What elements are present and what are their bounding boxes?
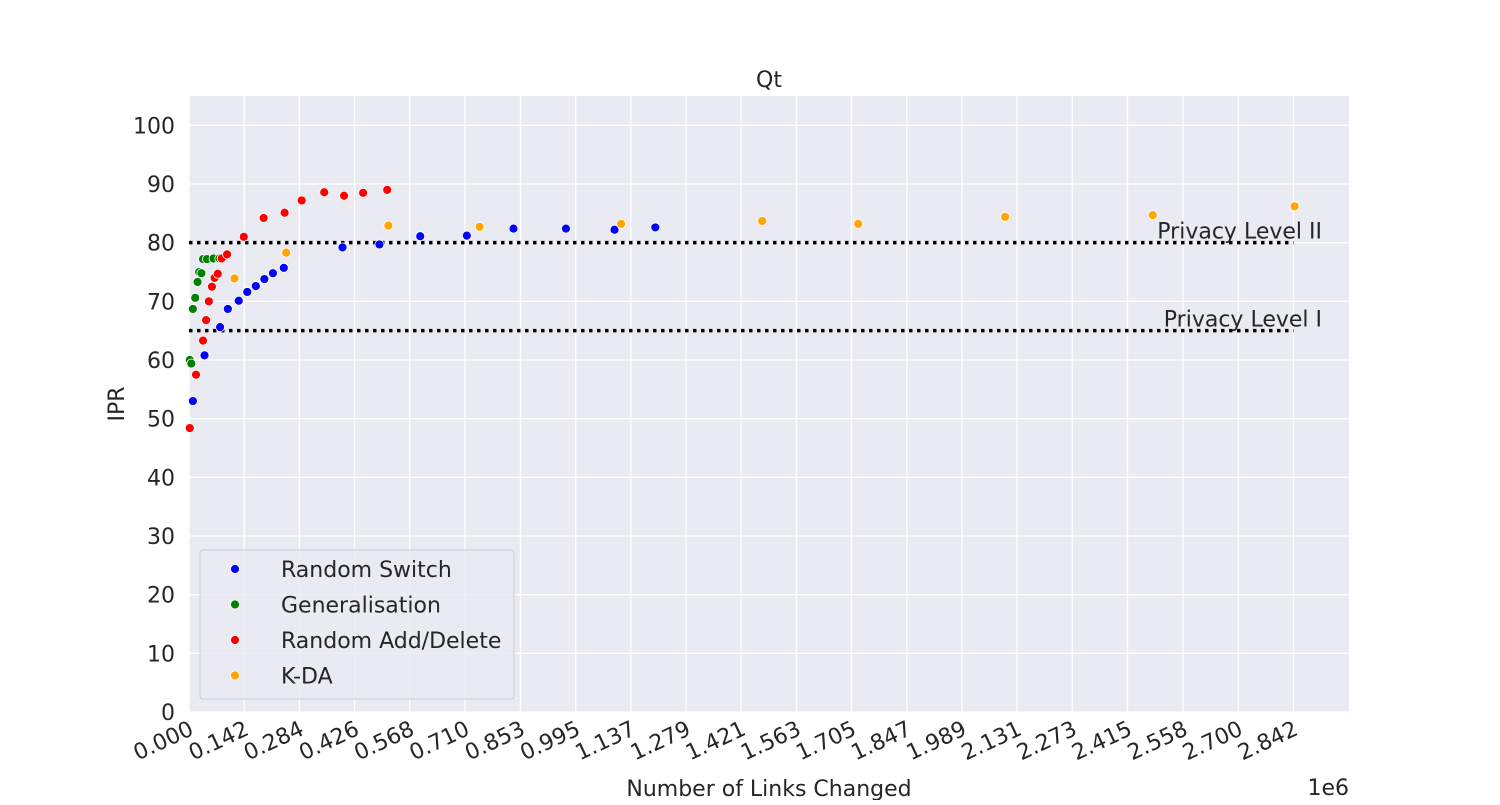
legend-marker xyxy=(230,599,240,610)
data-point xyxy=(198,335,208,346)
data-point xyxy=(229,273,240,284)
data-point xyxy=(1289,201,1300,212)
data-point xyxy=(278,262,289,273)
data-point xyxy=(358,187,368,198)
y-tick-label: 40 xyxy=(147,466,175,491)
legend: Random Switch Generalisation Random Add/De… xyxy=(199,549,515,700)
x-axis-offset-label: 1e6 xyxy=(1307,776,1349,800)
legend-label: K-DA xyxy=(281,665,333,690)
data-point xyxy=(186,358,197,369)
data-point xyxy=(215,322,225,333)
y-tick-label: 0 xyxy=(161,701,175,726)
legend-label: Generalisation xyxy=(281,594,441,619)
data-point xyxy=(296,195,307,206)
data-point xyxy=(474,221,485,232)
data-point xyxy=(609,224,620,235)
y-tick-label: 90 xyxy=(147,173,175,198)
y-tick-label: 70 xyxy=(147,290,175,315)
y-tick-label: 60 xyxy=(147,349,175,374)
y-tick-label: 80 xyxy=(147,232,175,257)
legend-marker xyxy=(230,564,240,574)
legend-marker xyxy=(230,635,240,645)
y-tick-label: 100 xyxy=(133,114,175,139)
data-point xyxy=(222,249,232,260)
data-point xyxy=(339,190,349,201)
data-point xyxy=(1000,211,1010,222)
data-point xyxy=(199,350,210,361)
legend-label: Random Switch xyxy=(281,558,452,583)
data-point xyxy=(650,222,661,233)
y-axis-label: IPR xyxy=(105,386,130,421)
data-point xyxy=(382,184,393,195)
legend-marker xyxy=(230,670,240,681)
reference-lines: Privacy Level II Privacy Level I xyxy=(189,220,1322,333)
data-point xyxy=(508,223,519,234)
legend-frame xyxy=(199,549,515,700)
data-point xyxy=(1147,210,1158,220)
y-tick-label: 30 xyxy=(147,525,175,550)
data-point xyxy=(461,230,472,241)
data-point xyxy=(281,247,292,258)
chart-title: Qt xyxy=(756,68,782,93)
x-tick-label: 2.842 xyxy=(1234,717,1302,766)
data-point xyxy=(203,296,214,307)
data-points xyxy=(184,184,1300,433)
y-tick-label: 50 xyxy=(147,408,175,433)
data-point xyxy=(187,396,198,406)
data-point xyxy=(191,369,201,380)
data-point xyxy=(212,268,223,279)
data-point xyxy=(616,218,627,229)
data-point xyxy=(242,287,253,297)
data-point xyxy=(337,242,348,253)
data-point xyxy=(415,231,426,242)
reference-line-label: Privacy Level I xyxy=(1164,308,1322,333)
x-axis-label: Number of Links Changed xyxy=(626,777,911,800)
data-point xyxy=(374,239,385,250)
data-point xyxy=(190,292,201,303)
y-tick-label: 20 xyxy=(147,584,175,609)
data-point xyxy=(853,218,864,229)
data-point xyxy=(383,220,394,231)
data-point xyxy=(196,268,207,279)
legend-label: Random Add/Delete xyxy=(281,629,501,654)
data-point xyxy=(268,268,278,279)
data-point xyxy=(258,213,269,223)
data-point xyxy=(184,423,195,433)
data-point xyxy=(250,281,261,291)
data-point xyxy=(192,277,203,287)
data-point xyxy=(187,304,198,314)
data-point xyxy=(757,216,768,226)
data-point xyxy=(238,231,249,242)
data-point xyxy=(561,223,571,234)
data-point xyxy=(279,207,290,218)
data-point xyxy=(201,315,211,326)
data-point xyxy=(319,187,330,198)
data-point xyxy=(233,295,244,306)
data-point xyxy=(259,274,270,284)
y-tick-label: 10 xyxy=(147,642,175,667)
data-point xyxy=(222,304,233,314)
reference-line-label: Privacy Level II xyxy=(1157,220,1322,245)
data-point xyxy=(207,281,217,292)
